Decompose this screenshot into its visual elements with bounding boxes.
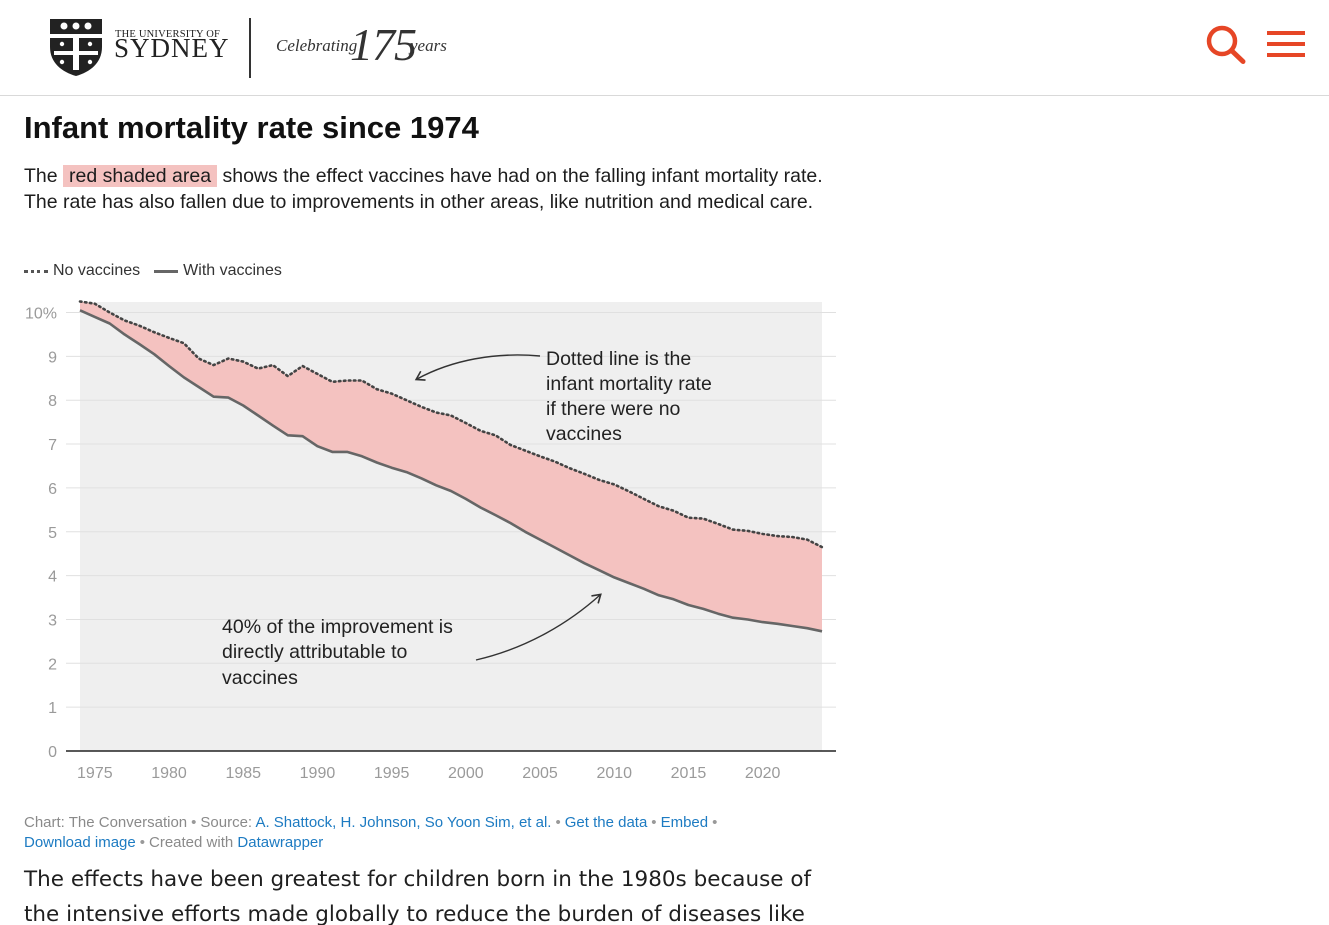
description-rest: shows the effect vaccines have had on th… (24, 165, 823, 213)
y-tick-label: 10% (25, 306, 57, 323)
annotation-top-line: infant mortality rate (546, 373, 712, 395)
separator-dot: • (555, 814, 561, 831)
annotation-top: Dotted line is the infant mortality rate… (546, 348, 717, 445)
anniversary-years: years (410, 36, 447, 55)
article-paragraph: The effects have been greatest for child… (24, 867, 812, 925)
y-tick-label: 9 (48, 349, 57, 366)
legend-item-no-vaccines: No vaccines (24, 262, 140, 280)
y-tick-label: 3 (48, 612, 57, 629)
y-tick-label: 4 (48, 569, 57, 586)
annotation-bottom: 40% of the improvement is directly attri… (222, 616, 458, 689)
separator-dot: • (651, 814, 657, 831)
x-tick-label: 1995 (374, 765, 410, 782)
chart-footer: Chart: The Conversation • Source: A. Shatt… (24, 813, 814, 853)
y-tick-label: 1 (48, 700, 57, 717)
annotation-arrow-bottom (475, 593, 602, 661)
x-tick-label: 2010 (596, 765, 632, 782)
x-tick-label: 1975 (77, 765, 113, 782)
y-tick-label: 8 (48, 393, 57, 410)
vaccine-effect-shaded-area (80, 301, 822, 632)
y-tick-label: 2 (48, 656, 57, 673)
y-tick-label: 7 (48, 437, 57, 454)
x-tick-label: 1990 (300, 765, 336, 782)
mortality-area-chart: 0 1 2 3 4 5 6 7 8 9 10% 1975 1980 1985 1990 1995 2000 200… (25, 300, 836, 782)
annotation-bottom-line: vaccines (222, 667, 298, 689)
embed-link[interactable]: Embed (660, 814, 709, 831)
annotation-arrow-top (414, 354, 541, 381)
legend-swatch-dotted (24, 269, 48, 273)
logo-sydney: SYDNEY (114, 33, 230, 63)
datawrapper-link[interactable]: Datawrapper (237, 834, 324, 851)
source-label: Source: (200, 814, 253, 831)
site-header: THE UNIVERSITY OF SYDNEY Celebrating 175… (0, 0, 1329, 96)
download-image-link[interactable]: Download image (24, 834, 136, 851)
series-line-with-vaccines (79, 309, 823, 633)
university-crest-logo[interactable] (48, 17, 104, 77)
chart-description: The red shaded area shows the effect vac… (24, 164, 844, 215)
x-tick-label: 2020 (745, 765, 781, 782)
annotation-bottom-line: 40% of the improvement is (222, 616, 453, 638)
source-link[interactable]: A. Shattock, H. Johnson, So Yoon Sim, et… (255, 814, 552, 831)
logo-divider (249, 18, 251, 78)
separator-dot: • (191, 814, 197, 831)
hamburger-menu-icon[interactable] (1267, 30, 1305, 58)
chart-credit: Chart: The Conversation (24, 814, 188, 831)
separator-dot: • (139, 834, 145, 851)
y-tick-label: 6 (48, 481, 57, 498)
search-icon[interactable] (1205, 24, 1247, 64)
legend-label-no-vaccines: No vaccines (53, 262, 141, 279)
get-data-link[interactable]: Get the data (564, 814, 648, 831)
logo-university-of: THE UNIVERSITY OF (115, 29, 221, 40)
x-tick-label: 2005 (522, 765, 558, 782)
y-tick-label: 5 (48, 525, 57, 542)
description-lead: The (24, 165, 58, 187)
chart-legend: No vaccines With vaccines (24, 262, 296, 280)
anniversary-number: 175 (350, 19, 417, 70)
legend-label-with-vaccines: With vaccines (183, 262, 282, 279)
annotation-top-line: Dotted line is the (546, 348, 691, 370)
legend-swatch-solid (154, 269, 179, 273)
annotation-bottom-line: directly attributable to (222, 641, 408, 663)
legend-item-with-vaccines: With vaccines (154, 262, 282, 280)
created-with-label: Created with (149, 834, 234, 851)
annotation-top-line: vaccines (546, 423, 622, 445)
description-highlight: red shaded area (63, 165, 218, 187)
x-tick-label: 1985 (225, 765, 261, 782)
separator-dot: • (712, 814, 718, 831)
anniversary-celebrating: Celebrating (276, 36, 358, 55)
x-tick-label: 2000 (448, 765, 484, 782)
y-tick-label: 0 (48, 744, 57, 761)
series-line-no-vaccines (78, 300, 824, 549)
x-tick-label: 2015 (671, 765, 707, 782)
annotation-top-line: if there were no (546, 398, 681, 420)
chart-title: Infant mortality rate since 1974 (24, 110, 479, 145)
x-tick-label: 1980 (151, 765, 187, 782)
